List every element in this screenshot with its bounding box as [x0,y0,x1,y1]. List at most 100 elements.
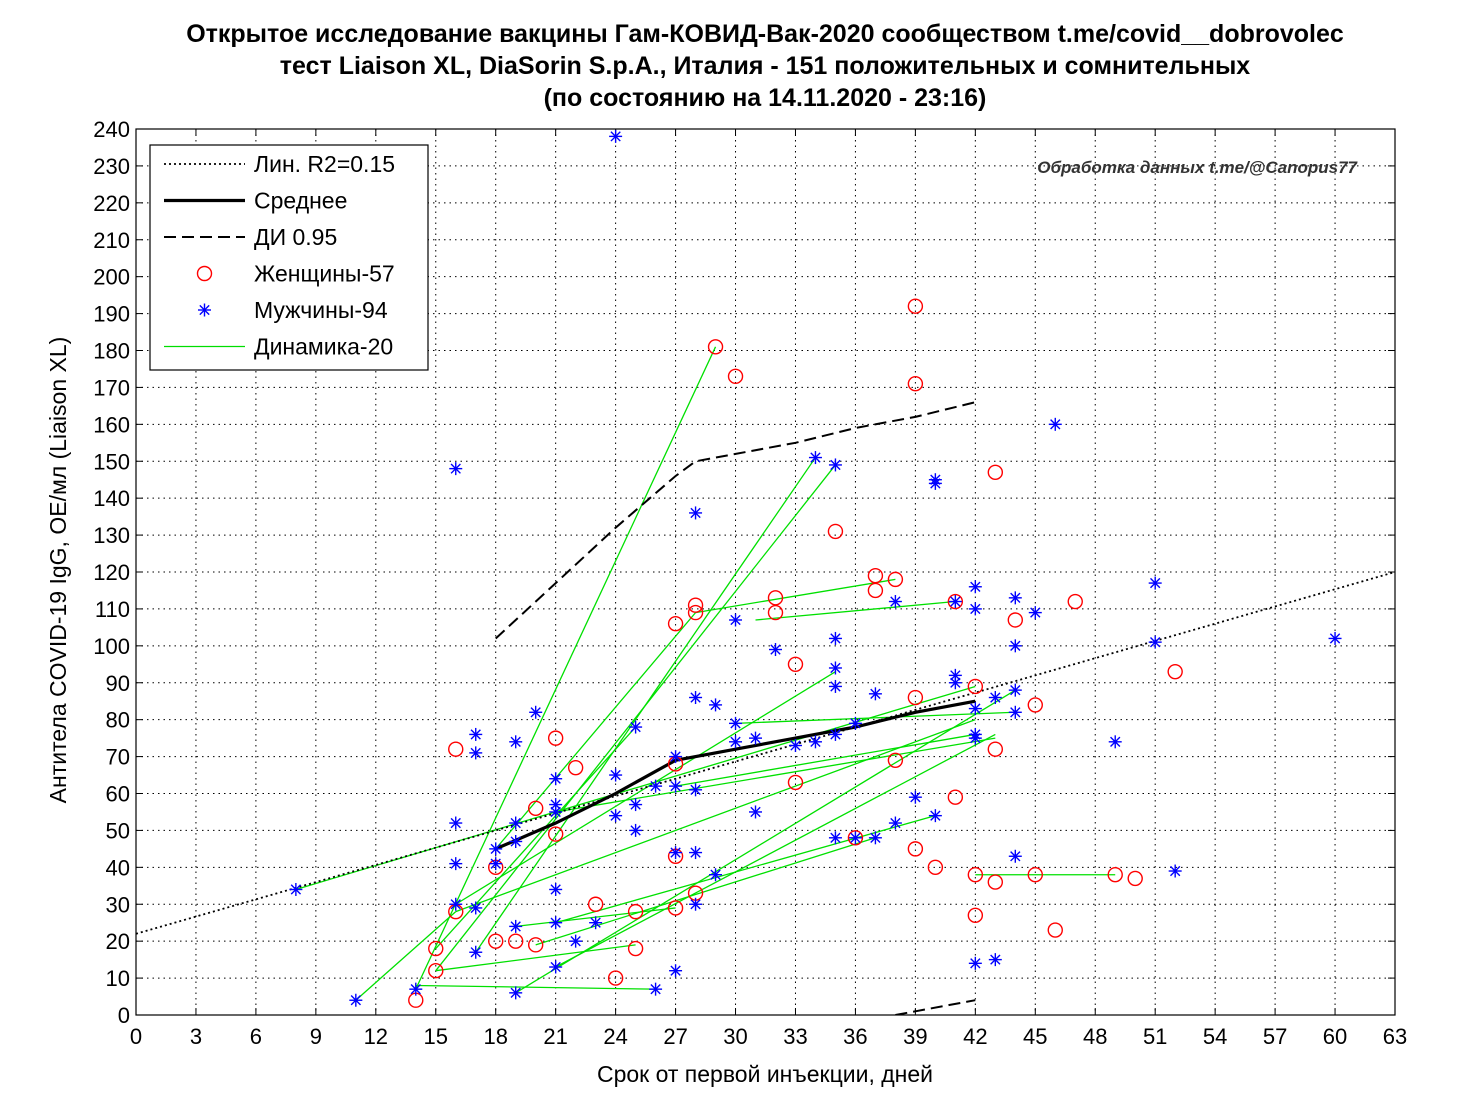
women-marker [488,933,504,949]
y-axis-label: Антитела COVID-19 IgG, OE/мл (Liaison XL… [45,337,71,804]
women-marker [867,567,884,584]
men-marker [569,934,583,948]
women-marker [907,689,924,706]
men-marker-stroke [750,732,761,744]
women-marker [947,789,964,805]
y-tick-label: 10 [106,966,130,991]
women-marker [1027,697,1043,713]
men-marker [1148,576,1162,590]
men-marker-stroke [1169,865,1181,877]
y-tick-label: 20 [106,929,130,954]
x-tick-label: 3 [190,1024,202,1049]
men-marker [1008,639,1022,653]
men-marker [549,805,563,819]
women-marker [967,678,984,695]
men-marker-stroke [630,825,641,836]
legend-label: Лин. R2=0.15 [254,151,395,177]
men-marker [409,982,423,996]
y-tick-label: 120 [93,560,130,585]
men-marker-stroke [510,817,521,829]
men-marker-stroke [630,721,641,733]
men-marker [828,661,842,675]
men-marker-stroke [550,961,561,973]
men-marker [749,731,763,745]
men-marker-stroke [730,736,741,747]
dynamics-line [435,726,637,949]
men-marker-stroke [830,459,841,471]
men-marker-stroke [690,692,701,703]
dynamics-line [475,457,816,953]
women-marker [787,656,804,672]
men-marker [828,631,842,645]
men-marker [1008,849,1022,863]
x-tick-label: 0 [130,1024,142,1049]
men-marker-stroke [1050,419,1061,430]
women-marker [1047,922,1063,938]
ci-lower-line [895,999,976,1015]
watermark-text: Обработка данных t.me/@Canopus77 [1037,158,1358,177]
men-marker-stroke [830,662,841,674]
chart-title: Открытое исследование вакцины Гам-КОВИД-… [186,20,1344,112]
men-marker [469,746,483,760]
men-marker-stroke [690,784,701,795]
men-marker [1048,417,1062,431]
axes-frame [135,128,1396,1016]
men-marker-stroke [590,917,601,928]
men-marker [449,462,463,476]
women-marker [767,590,784,606]
men-marker [669,779,683,793]
men-marker-stroke [950,670,961,681]
x-tick-label: 6 [250,1024,262,1049]
men-marker-stroke [830,729,841,740]
men-marker-stroke [950,596,961,607]
y-tick-label: 50 [106,818,130,843]
men-marker [509,919,523,933]
men-marker-stroke [510,736,521,747]
y-tick-label: 90 [106,671,130,696]
men-marker [609,768,623,782]
men-marker-stroke [1030,607,1041,618]
men-marker-stroke [470,729,481,740]
men-marker-stroke [990,954,1001,965]
men-marker [469,727,483,741]
dynamics-line [435,464,836,972]
men-marker [1168,864,1182,878]
men-marker-stroke [830,633,841,644]
y-tick-label: 150 [93,449,130,474]
dynamics-line [415,346,717,990]
men-marker-stroke [550,799,561,810]
men-marker [509,816,523,830]
men-marker [509,986,523,1000]
women-marker [667,615,684,632]
women-marker [1107,867,1123,883]
dynamics-line [555,737,996,813]
men-marker-stroke [1010,640,1021,652]
y-tick-label: 60 [106,782,130,807]
men-marker [349,993,363,1007]
y-tick-label: 220 [93,191,130,216]
legend-label: ДИ 0.95 [254,224,337,250]
men-marker [509,735,523,749]
chart-title-line-2: тест Liaison XL, DiaSorin S.p.A., Италия… [280,52,1251,80]
women-marker [887,571,904,588]
men-marker [689,691,703,705]
women-marker [1067,593,1083,610]
y-tick-label: 160 [93,412,130,437]
men-marker-stroke [670,780,681,792]
men-marker [908,790,922,804]
men-marker-stroke [650,983,661,995]
x-tick-label: 9 [310,1024,322,1049]
men-marker-stroke [810,736,821,747]
women-marker [1007,612,1024,628]
women-marker [687,604,704,621]
men-marker-stroke [550,884,561,895]
y-tick-label: 180 [93,339,130,364]
men-marker [589,916,603,930]
men-marker [968,702,982,716]
men-marker [1008,705,1022,719]
men-marker [948,668,962,682]
men-marker-stroke [970,603,981,615]
linear-fit-line [136,571,1395,935]
men-marker-stroke [850,832,861,843]
men-marker [888,816,902,830]
